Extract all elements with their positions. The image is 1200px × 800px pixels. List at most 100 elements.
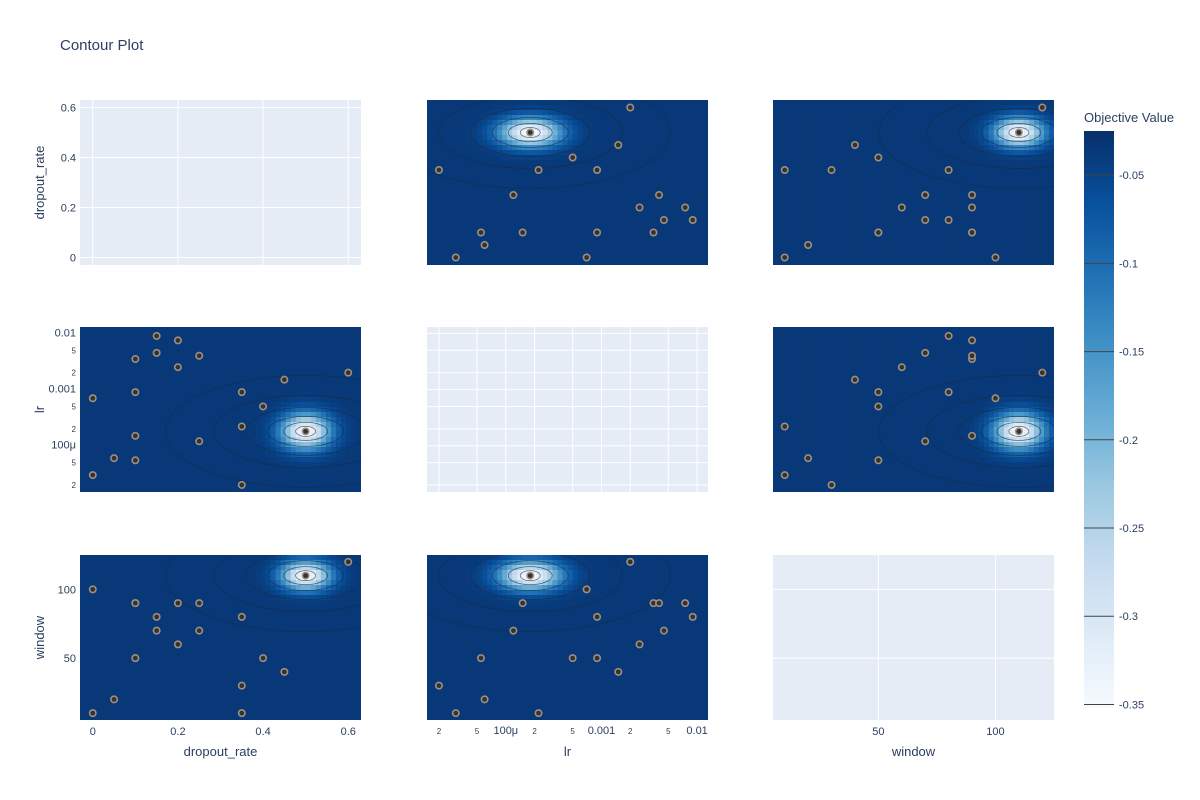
trial-point[interactable] xyxy=(509,191,518,200)
contour-cell xyxy=(978,175,985,181)
contour-cell xyxy=(567,225,574,231)
contour-cell xyxy=(627,215,634,221)
contour-cell xyxy=(828,240,834,246)
contour-cell xyxy=(808,210,814,216)
trial-point[interactable] xyxy=(780,253,789,262)
trial-point[interactable] xyxy=(635,203,644,212)
contour-cell xyxy=(130,462,136,468)
contour-cell xyxy=(702,105,708,111)
contour-cell xyxy=(115,337,121,343)
contour-cell xyxy=(898,245,905,251)
contour-cell xyxy=(80,347,86,353)
trial-point[interactable] xyxy=(655,191,664,200)
trial-point[interactable] xyxy=(874,153,883,162)
contour-cell xyxy=(115,352,121,358)
trial-point[interactable] xyxy=(649,228,658,237)
contour-cell xyxy=(1043,100,1050,106)
contour-cell xyxy=(813,245,819,251)
contour-cell xyxy=(642,185,649,191)
contour-cell xyxy=(597,215,604,221)
contour-cell xyxy=(135,362,141,368)
trial-point[interactable] xyxy=(614,141,623,150)
trial-point[interactable] xyxy=(480,241,489,250)
trial-point[interactable] xyxy=(968,191,977,200)
contour-cell xyxy=(878,255,884,261)
contour-cell xyxy=(978,125,985,131)
contour-cell xyxy=(828,250,834,256)
contour-cell xyxy=(557,235,564,241)
trial-point[interactable] xyxy=(451,253,460,262)
trial-point[interactable] xyxy=(968,228,977,237)
contour-cell xyxy=(928,225,935,231)
trial-point[interactable] xyxy=(827,166,836,175)
trial-point[interactable] xyxy=(434,166,443,175)
trial-point[interactable] xyxy=(780,166,789,175)
contour-cell xyxy=(627,210,634,216)
contour-cell xyxy=(245,417,252,423)
contour-cell xyxy=(175,377,181,383)
trial-point[interactable] xyxy=(921,216,930,225)
trial-point[interactable] xyxy=(681,203,690,212)
contour-cell xyxy=(702,155,708,161)
contour-cell xyxy=(1048,220,1054,226)
contour-cell xyxy=(210,482,217,488)
contour-cell xyxy=(170,402,176,408)
contour-cell xyxy=(953,175,960,181)
contour-cell xyxy=(697,140,704,146)
contour-cell xyxy=(908,180,915,186)
trial-point[interactable] xyxy=(874,228,883,237)
trial-point[interactable] xyxy=(921,191,930,200)
trial-point[interactable] xyxy=(659,216,668,225)
contour-cell xyxy=(90,467,96,473)
trial-point[interactable] xyxy=(850,141,859,150)
contour-cell xyxy=(808,120,814,126)
contour-cell xyxy=(200,347,207,353)
trial-point[interactable] xyxy=(1038,103,1047,112)
contour-cell xyxy=(527,160,533,166)
trial-point[interactable] xyxy=(944,166,953,175)
trial-point[interactable] xyxy=(944,216,953,225)
trial-point[interactable] xyxy=(593,228,602,237)
trial-point[interactable] xyxy=(626,103,635,112)
contour-cell xyxy=(467,195,473,201)
best-trial-point[interactable] xyxy=(1014,128,1023,137)
contour-cell xyxy=(993,190,1000,196)
trial-point[interactable] xyxy=(518,228,527,237)
contour-cell xyxy=(235,332,242,338)
trial-point[interactable] xyxy=(582,253,591,262)
contour-cell xyxy=(858,205,864,211)
contour-cell xyxy=(210,462,217,468)
contour-cell xyxy=(90,477,96,483)
contour-cell xyxy=(150,457,156,463)
contour-cell xyxy=(582,105,589,111)
trial-point[interactable] xyxy=(991,253,1000,262)
trial-point[interactable] xyxy=(688,216,697,225)
contour-cell xyxy=(1003,110,1010,116)
contour-cell xyxy=(928,145,935,151)
contour-cell xyxy=(557,155,564,161)
contour-cell xyxy=(612,225,619,231)
contour-cell xyxy=(527,165,533,171)
trial-point[interactable] xyxy=(568,153,577,162)
trial-point[interactable] xyxy=(968,203,977,212)
trial-point[interactable] xyxy=(804,241,813,250)
contour-cell xyxy=(532,235,538,241)
contour-cell xyxy=(1023,105,1030,111)
trial-point[interactable] xyxy=(897,203,906,212)
contour-cell xyxy=(160,427,166,433)
contour-cell xyxy=(903,225,910,231)
trial-point[interactable] xyxy=(534,166,543,175)
contour-cell xyxy=(953,255,960,261)
best-trial-point[interactable] xyxy=(526,128,535,137)
contour-cell xyxy=(432,165,438,171)
trial-point[interactable] xyxy=(593,166,602,175)
contour-cell xyxy=(908,125,915,131)
trial-point[interactable] xyxy=(476,228,485,237)
contour-cell xyxy=(783,120,789,126)
contour-cell xyxy=(155,387,161,393)
contour-cell xyxy=(858,180,864,186)
contour-cell xyxy=(878,175,884,181)
contour-cell xyxy=(692,145,699,151)
contour-cell xyxy=(200,402,207,408)
contour-cell xyxy=(1028,180,1035,186)
